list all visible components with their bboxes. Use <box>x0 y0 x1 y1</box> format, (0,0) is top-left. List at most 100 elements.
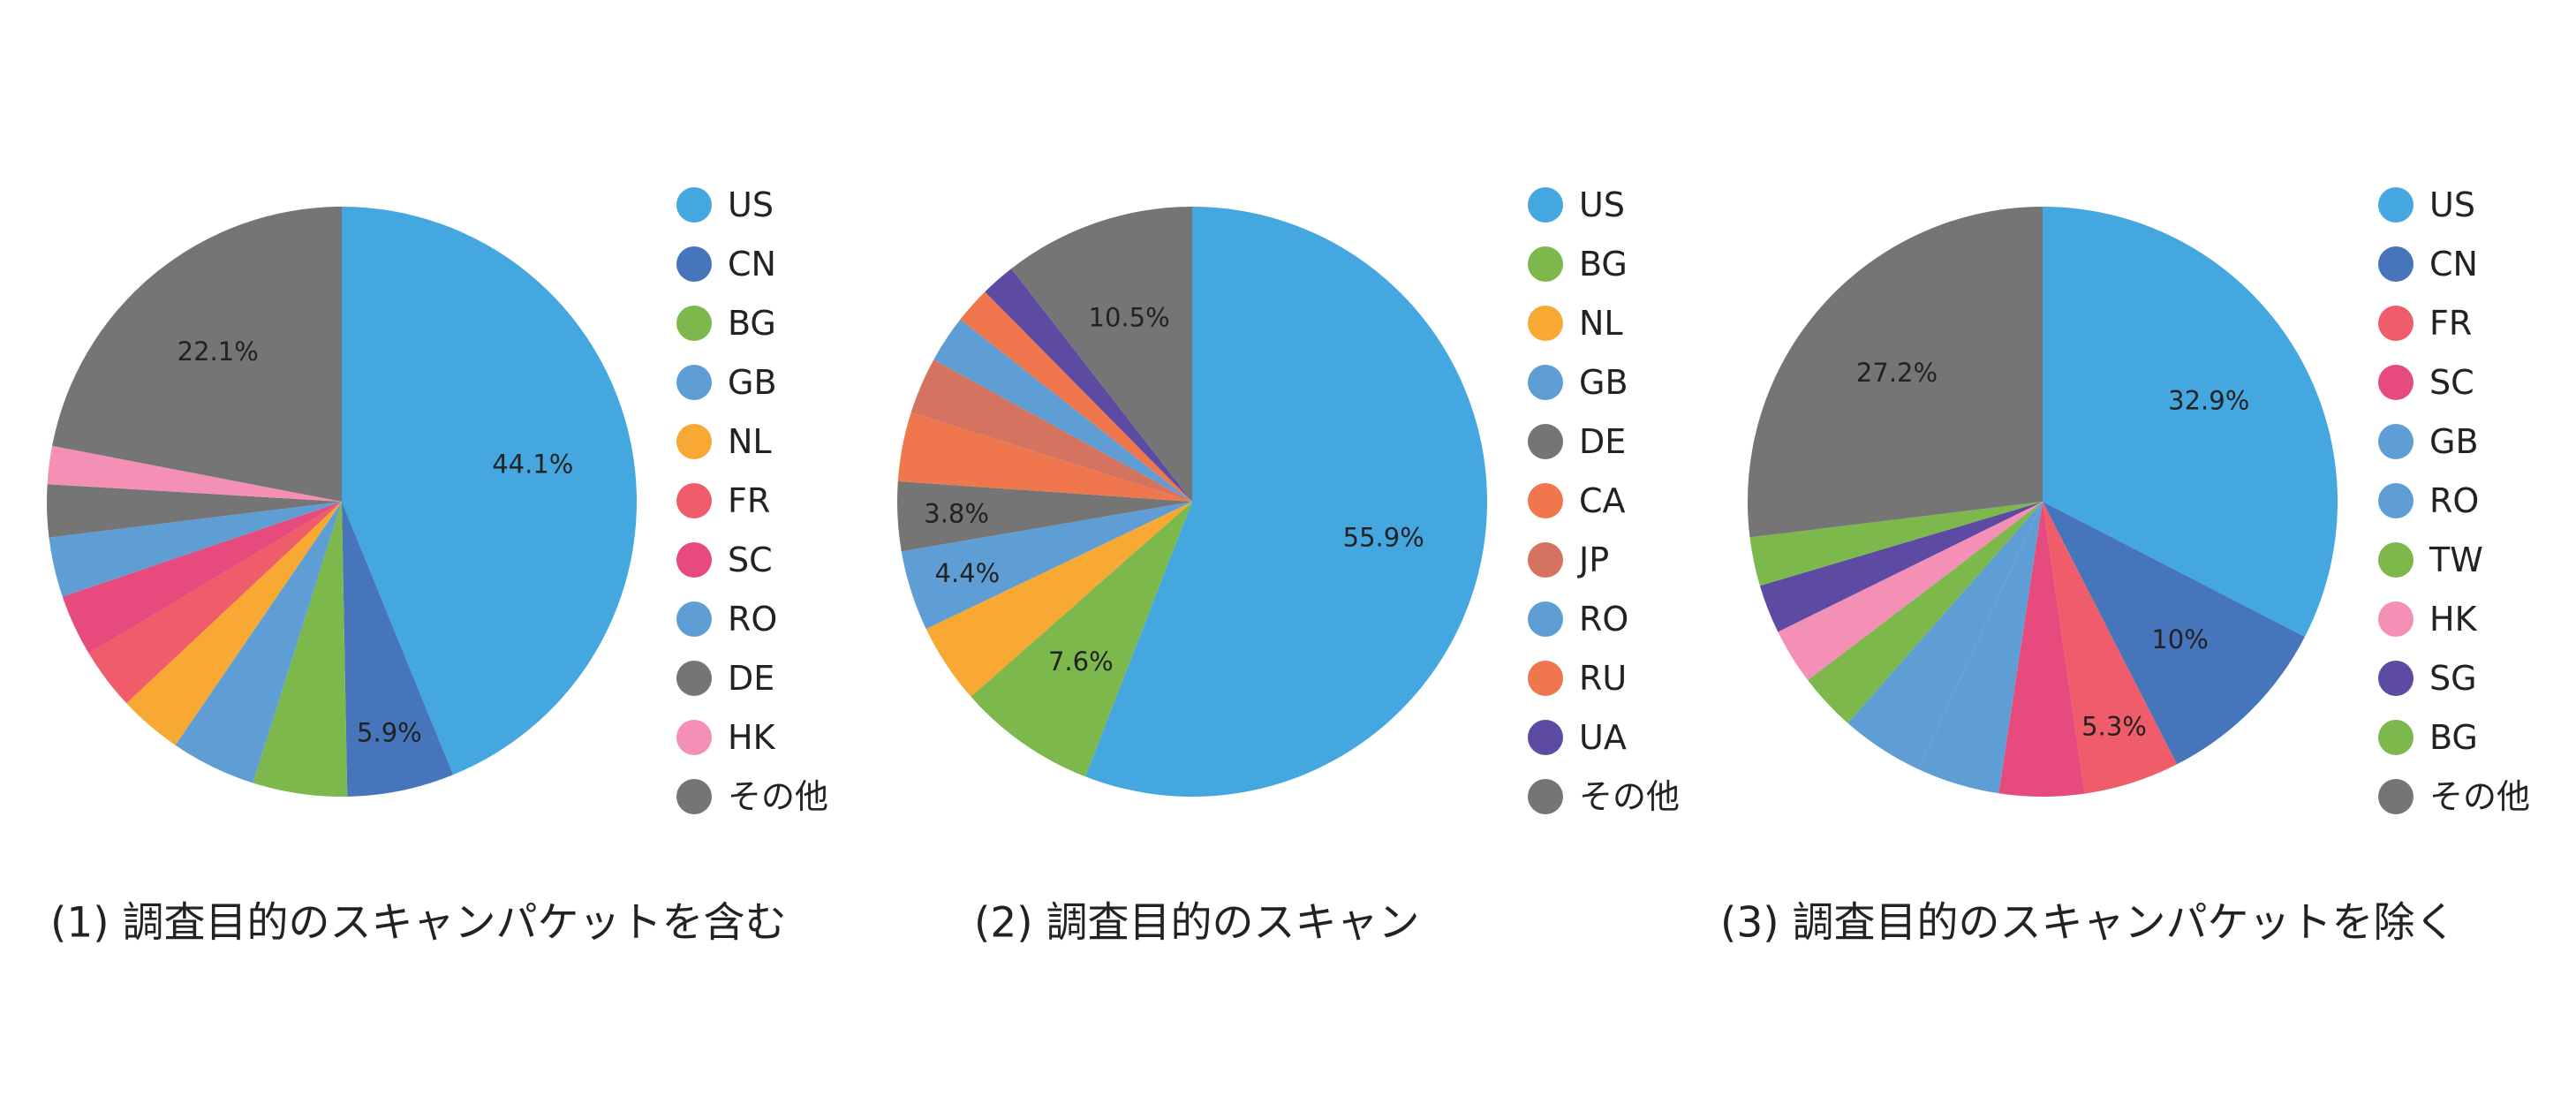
legend-swatch <box>1528 483 1563 518</box>
legend-item: US <box>2378 185 2475 224</box>
legend-item: GB <box>676 363 777 402</box>
pie-slice-nl <box>126 502 342 745</box>
legend-swatch <box>1528 601 1563 637</box>
legend-swatch <box>1528 306 1563 341</box>
slice-data-label: 10% <box>2151 624 2208 654</box>
chart-caption: (1) 調査目的のスキャンパケットを含む <box>50 899 787 948</box>
legend-label: US <box>1579 185 1625 224</box>
pie-slice-other-10 <box>52 207 342 502</box>
slice-data-label: 5.9% <box>357 718 422 748</box>
legend-swatch <box>1528 661 1563 696</box>
pie-slice-de <box>897 480 1192 552</box>
legend-label: HK <box>728 718 776 757</box>
legend-label: RO <box>1579 600 1628 639</box>
slice-data-label: 55.9% <box>1343 523 1424 553</box>
legend-swatch <box>676 365 712 400</box>
legend-label: SC <box>728 541 773 579</box>
legend-item: CA <box>1528 481 1626 520</box>
legend-swatch <box>676 187 712 223</box>
legend-swatch <box>2378 542 2414 578</box>
pie-slice-gb <box>175 502 342 783</box>
legend-label: FR <box>728 481 770 520</box>
legend-label: TW <box>2429 541 2483 579</box>
legend-2: US BG NL GB DE CA JP RO RU UA その他 <box>1528 185 1680 816</box>
pie-slice-sg <box>1759 502 2043 632</box>
pie-slice-nl <box>925 502 1192 697</box>
legend-swatch <box>676 779 712 814</box>
legend-3: US CN FR SC GB RO TW HK SG BG その他 <box>2378 185 2530 816</box>
legend-label: RU <box>1579 659 1627 698</box>
legend-label: SG <box>2429 659 2477 698</box>
legend-label: UA <box>1579 718 1627 757</box>
legend-item: HK <box>2378 600 2478 639</box>
pie-slice-jp <box>910 359 1192 502</box>
slice-data-label: 5.3% <box>2081 712 2147 742</box>
legend-label: BG <box>728 304 776 343</box>
slice-data-label: 4.4% <box>935 558 1001 588</box>
pie-slice-bg <box>1749 502 2043 586</box>
legend-item: US <box>1528 185 1625 224</box>
legend-label: US <box>728 185 774 224</box>
legend-item: DE <box>1528 422 1626 461</box>
legend-item: RU <box>1528 659 1627 698</box>
legend-1: US CN BG GB NL FR SC RO DE HK その他 <box>676 185 828 816</box>
pie-slice-tw <box>1808 502 2043 723</box>
pie-slice-ca <box>897 412 1192 502</box>
legend-item: SC <box>2378 363 2474 402</box>
legend-item: RO <box>1528 600 1628 639</box>
legend-item: GB <box>2378 422 2479 461</box>
legend-swatch <box>2378 483 2414 518</box>
legend-item: RO <box>676 600 777 639</box>
legend-item: NL <box>1528 304 1623 343</box>
pie-slice-fr <box>88 502 342 704</box>
legend-swatch <box>2378 306 2414 341</box>
pie-slice-us <box>342 206 638 775</box>
pie-slice-bg <box>971 502 1192 777</box>
legend-label: NL <box>1579 304 1623 343</box>
legend-item: その他 <box>676 777 828 816</box>
slice-data-label: 10.5% <box>1089 302 1170 332</box>
legend-swatch <box>1528 187 1563 223</box>
legend-item: HK <box>676 718 776 757</box>
legend-item: CN <box>2378 245 2478 284</box>
legend-swatch <box>676 601 712 637</box>
pie-chart-1: 44.1% 5.9% 22.1% <box>46 206 638 797</box>
chart-caption: (3) 調査目的のスキャンパケットを除く <box>1720 899 2457 948</box>
legend-item: その他 <box>1528 777 1680 816</box>
legend-label: GB <box>2429 422 2479 461</box>
pie-slice-us <box>1085 207 1488 797</box>
legend-swatch <box>2378 661 2414 696</box>
legend-swatch <box>676 483 712 518</box>
pie-slice-cn <box>2043 502 2305 765</box>
pie-slice-gb <box>901 502 1192 630</box>
legend-item: JP <box>1528 541 1609 579</box>
legend-label: その他 <box>728 777 828 816</box>
legend-item: BG <box>2378 718 2478 757</box>
legend-label: BG <box>2429 718 2478 757</box>
legend-item: BG <box>676 304 776 343</box>
pie-slice-ro <box>933 319 1192 502</box>
slice-data-label: 3.8% <box>924 498 989 528</box>
legend-label: その他 <box>2429 777 2530 816</box>
pie-slice-sc <box>1998 502 2085 797</box>
slice-data-label: 27.2% <box>1856 358 1938 388</box>
legend-swatch <box>1528 720 1563 755</box>
legend-label: CN <box>2429 245 2478 284</box>
legend-swatch <box>2378 720 2414 755</box>
legend-swatch <box>676 424 712 459</box>
legend-swatch <box>2378 601 2414 637</box>
legend-swatch <box>676 306 712 341</box>
chart-caption: (2) 調査目的のスキャン <box>974 899 1420 948</box>
slice-data-label: 44.1% <box>492 450 573 480</box>
slice-data-label: 7.6% <box>1048 647 1114 677</box>
legend-label: DE <box>728 659 774 698</box>
legend-swatch <box>1528 246 1563 282</box>
legend-swatch <box>676 246 712 282</box>
legend-swatch <box>1528 779 1563 814</box>
legend-swatch <box>2378 779 2414 814</box>
legend-label: GB <box>728 363 777 402</box>
legend-label: HK <box>2429 600 2478 639</box>
pie-slice-ru <box>960 291 1192 502</box>
pie-slice-ro <box>49 502 342 597</box>
legend-item: FR <box>676 481 770 520</box>
